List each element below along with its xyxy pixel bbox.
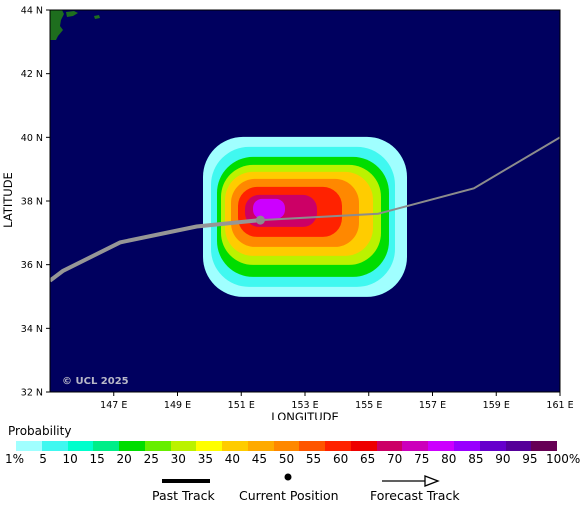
legend-label: 50	[278, 452, 295, 466]
probability-contour	[253, 198, 285, 219]
legend-swatch	[41, 441, 68, 451]
legend-label: 100%	[546, 452, 580, 466]
legend-swatch	[531, 441, 558, 451]
track-legend: Past Track Current Position Forecast Tra…	[0, 473, 580, 504]
legend-label: 60	[332, 452, 349, 466]
current-position-marker	[255, 215, 265, 225]
lat-tick-label: 40 N	[21, 133, 43, 144]
legend-swatch	[196, 441, 223, 451]
legend-label: 75	[414, 452, 430, 466]
lat-tick-label: 36 N	[21, 260, 43, 271]
forecast-track-line	[260, 136, 560, 222]
land-masses	[50, 10, 100, 40]
lon-tick-label: 147 E	[100, 400, 127, 411]
legend-labels: 1% 5 10 15 20 25 30 35 40 45 50 55 60 65 70 75 80 85 90 95 1…	[0, 452, 580, 466]
legend-label: 95	[522, 452, 538, 466]
legend-label: 1%	[5, 452, 25, 466]
legend-label: 35	[197, 452, 213, 466]
lat-tick-label: 32 N	[21, 388, 43, 399]
longitude-ticks: 147 E 149 E 151 E 153 E 155 E 157 E 159 E 161 E	[100, 392, 574, 411]
legend-swatch	[376, 441, 403, 451]
lon-tick-label: 161 E	[546, 400, 573, 411]
legend-swatch	[16, 441, 42, 451]
legend-label: 65	[360, 452, 376, 466]
x-axis-title: LONGITUDE	[271, 410, 339, 420]
legend-label: 10	[62, 452, 78, 466]
lat-tick-label: 38 N	[21, 197, 43, 208]
latitude-ticks: 44 N 42 N 40 N 38 N 36 N 34 N 32 N	[21, 6, 50, 399]
legend-swatch	[402, 441, 429, 451]
lat-tick-label: 42 N	[21, 69, 43, 80]
lon-tick-label: 157 E	[419, 400, 446, 411]
current-position-symbol	[284, 473, 292, 481]
legend-color-bar	[16, 441, 558, 451]
legend-swatch	[428, 441, 455, 451]
legend-swatch	[67, 441, 94, 451]
lat-tick-label: 44 N	[21, 6, 43, 17]
lon-tick-label: 149 E	[164, 400, 191, 411]
lon-tick-label: 159 E	[483, 400, 510, 411]
past-track-line	[50, 218, 261, 283]
legend-label: 30	[170, 452, 186, 466]
legend-swatch	[299, 441, 326, 451]
legend-swatch	[479, 441, 506, 451]
y-axis-title: LATITUDE	[1, 172, 15, 228]
legend-swatch	[454, 441, 480, 451]
legend-label: 15	[89, 452, 105, 466]
legend-label: 80	[441, 452, 457, 466]
legend-label: 20	[116, 452, 132, 466]
copyright-text: © UCL 2025	[62, 376, 129, 387]
legend-swatch	[247, 441, 274, 451]
legend-label: 90	[495, 452, 511, 466]
legend-label: 45	[251, 452, 268, 466]
land-island-tiny	[94, 15, 100, 19]
legend-label: 5	[39, 452, 47, 466]
forecast-track-label: Forecast Track	[370, 488, 460, 503]
legend-swatch	[505, 441, 532, 451]
lon-tick-label: 155 E	[355, 400, 382, 411]
legend-swatch	[144, 441, 171, 451]
land-island-main	[50, 10, 64, 40]
forecast-track-symbol	[382, 475, 440, 487]
legend-label: 55	[305, 452, 322, 466]
current-position-label: Current Position	[239, 488, 339, 503]
legend-label: 70	[387, 452, 403, 466]
lon-tick-label: 151 E	[228, 400, 255, 411]
legend-swatch	[350, 441, 377, 451]
legend-swatch	[273, 441, 300, 451]
legend-swatch	[119, 441, 145, 451]
legend-label: 85	[468, 452, 484, 466]
legend-label: 25	[143, 452, 159, 466]
past-track-label: Past Track	[152, 488, 215, 503]
legend-label: 40	[224, 452, 241, 466]
legend-swatch	[170, 441, 197, 451]
lon-tick-label: 153 E	[291, 400, 318, 411]
lat-tick-label: 34 N	[21, 324, 43, 335]
past-track-symbol	[162, 479, 210, 483]
legend-title: Probability	[8, 424, 72, 438]
land-island-small	[66, 11, 78, 17]
legend-swatch	[325, 441, 351, 451]
legend-swatch	[222, 441, 248, 451]
legend-swatch	[93, 441, 120, 451]
